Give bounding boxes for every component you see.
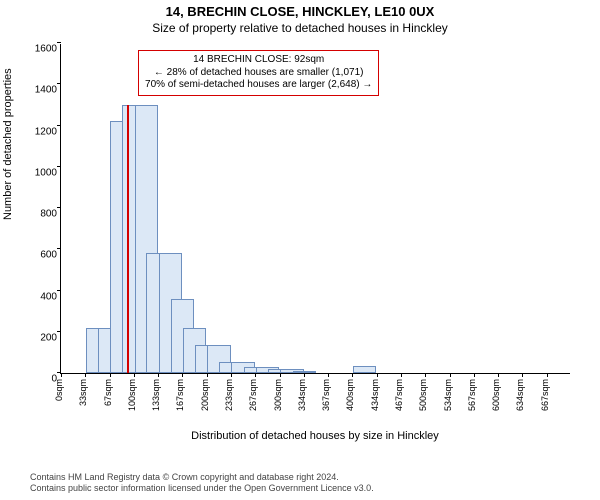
subject-marker-line [127,105,129,373]
page-subtitle: Size of property relative to detached ho… [0,21,600,35]
x-tick-label: 467sqm [394,379,404,411]
y-tick-mark [57,290,61,291]
histogram-bar [293,371,316,373]
y-tick-label: 1600 [19,44,57,55]
y-tick-mark [57,207,61,208]
y-tick-label: 400 [19,291,57,302]
x-tick-mark [425,373,426,377]
x-tick-label: 133sqm [151,379,161,411]
x-tick-mark [61,373,62,377]
y-tick-label: 800 [19,209,57,220]
x-tick-mark [498,373,499,377]
x-tick-label: 567sqm [467,379,477,411]
x-tick-mark [377,373,378,377]
x-tick-mark [255,373,256,377]
title-block: 14, BRECHIN CLOSE, HINCKLEY, LE10 0UX Si… [0,0,600,35]
x-tick-mark [110,373,111,377]
x-tick-mark [547,373,548,377]
x-tick-label: 634sqm [515,379,525,411]
x-tick-mark [450,373,451,377]
x-tick-label: 233sqm [224,379,234,411]
y-tick-label: 1200 [19,126,57,137]
x-tick-label: 334sqm [297,379,307,411]
y-tick-mark [57,248,61,249]
x-tick-mark [207,373,208,377]
x-axis-label: Distribution of detached houses by size … [60,430,570,442]
y-tick-mark [57,42,61,43]
footer: Contains HM Land Registry data © Crown c… [30,472,374,495]
x-tick-mark [401,373,402,377]
x-tick-label: 267sqm [248,379,258,411]
annotation-line1: 14 BRECHIN CLOSE: 92sqm [145,54,372,67]
x-tick-mark [522,373,523,377]
y-tick-mark [57,125,61,126]
x-tick-mark [231,373,232,377]
x-tick-label: 200sqm [200,379,210,411]
y-tick-label: 0 [19,374,57,385]
x-tick-label: 67sqm [103,379,113,406]
x-tick-label: 534sqm [443,379,453,411]
plot-area: 14 BRECHIN CLOSE: 92sqm ← 28% of detache… [60,44,570,374]
annotation-line2: ← 28% of detached houses are smaller (1,… [145,67,372,80]
x-tick-label: 33sqm [78,379,88,406]
y-tick-label: 200 [19,332,57,343]
annotation-line3: 70% of semi-detached houses are larger (… [145,79,372,92]
x-tick-label: 600sqm [491,379,501,411]
x-tick-mark [352,373,353,377]
x-tick-mark [134,373,135,377]
y-tick-label: 1000 [19,167,57,178]
footer-line1: Contains HM Land Registry data © Crown c… [30,472,374,483]
x-tick-mark [474,373,475,377]
y-tick-mark [57,331,61,332]
footer-line2: Contains public sector information licen… [30,483,374,494]
x-tick-label: 500sqm [418,379,428,411]
x-tick-mark [182,373,183,377]
histogram-bar [353,366,376,373]
x-tick-label: 100sqm [127,379,137,411]
annotation-box: 14 BRECHIN CLOSE: 92sqm ← 28% of detache… [138,50,379,96]
y-axis-label: Number of detached properties [2,68,14,220]
x-tick-mark [158,373,159,377]
x-tick-mark [328,373,329,377]
x-tick-label: 400sqm [345,379,355,411]
x-tick-label: 0sqm [54,379,64,401]
y-tick-mark [57,83,61,84]
x-tick-label: 167sqm [175,379,185,411]
x-tick-label: 367sqm [321,379,331,411]
x-tick-mark [85,373,86,377]
chart-container: 14 BRECHIN CLOSE: 92sqm ← 28% of detache… [60,44,570,414]
x-tick-label: 667sqm [540,379,550,411]
y-tick-label: 1400 [19,85,57,96]
y-tick-label: 600 [19,250,57,261]
x-tick-mark [280,373,281,377]
y-tick-mark [57,166,61,167]
page-title: 14, BRECHIN CLOSE, HINCKLEY, LE10 0UX [0,4,600,19]
x-tick-mark [304,373,305,377]
x-tick-label: 300sqm [273,379,283,411]
x-tick-label: 434sqm [370,379,380,411]
